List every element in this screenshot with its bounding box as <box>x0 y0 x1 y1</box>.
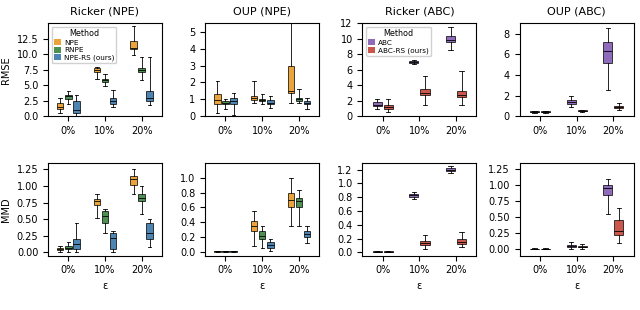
PathPatch shape <box>372 251 381 252</box>
PathPatch shape <box>457 238 467 244</box>
PathPatch shape <box>530 111 539 112</box>
PathPatch shape <box>102 211 108 223</box>
Title: OUP (NPE): OUP (NPE) <box>233 7 291 17</box>
PathPatch shape <box>138 194 145 201</box>
PathPatch shape <box>614 106 623 108</box>
Legend: ABC, ABC-RS (ours): ABC, ABC-RS (ours) <box>366 27 431 56</box>
PathPatch shape <box>287 193 294 207</box>
PathPatch shape <box>420 241 429 246</box>
PathPatch shape <box>57 103 63 109</box>
Legend: NPE, RNPE, NPE-RS (ours): NPE, RNPE, NPE-RS (ours) <box>52 27 116 64</box>
Y-axis label: RMSE: RMSE <box>1 56 11 84</box>
PathPatch shape <box>296 99 302 101</box>
PathPatch shape <box>222 251 228 252</box>
X-axis label: ε: ε <box>102 281 108 291</box>
X-axis label: ε: ε <box>259 281 265 291</box>
PathPatch shape <box>222 101 228 104</box>
X-axis label: ε: ε <box>574 281 579 291</box>
Title: Ricker (NPE): Ricker (NPE) <box>70 7 140 17</box>
PathPatch shape <box>93 68 100 72</box>
PathPatch shape <box>383 251 393 252</box>
PathPatch shape <box>131 176 137 185</box>
PathPatch shape <box>287 65 294 93</box>
PathPatch shape <box>102 79 108 82</box>
PathPatch shape <box>446 168 455 171</box>
PathPatch shape <box>131 41 137 49</box>
X-axis label: ε: ε <box>417 281 422 291</box>
PathPatch shape <box>604 185 612 195</box>
PathPatch shape <box>410 194 419 197</box>
PathPatch shape <box>604 42 612 63</box>
PathPatch shape <box>457 91 467 97</box>
Title: OUP (ABC): OUP (ABC) <box>547 7 606 17</box>
PathPatch shape <box>541 111 550 112</box>
PathPatch shape <box>109 232 116 249</box>
PathPatch shape <box>93 199 100 205</box>
PathPatch shape <box>304 101 310 104</box>
PathPatch shape <box>372 102 381 106</box>
PathPatch shape <box>446 37 455 42</box>
PathPatch shape <box>251 96 257 100</box>
PathPatch shape <box>214 94 221 104</box>
PathPatch shape <box>304 231 310 237</box>
PathPatch shape <box>267 241 273 248</box>
PathPatch shape <box>566 245 576 247</box>
PathPatch shape <box>57 248 63 250</box>
PathPatch shape <box>65 95 72 99</box>
PathPatch shape <box>577 246 587 247</box>
PathPatch shape <box>251 221 257 231</box>
PathPatch shape <box>147 223 153 239</box>
PathPatch shape <box>73 101 79 113</box>
PathPatch shape <box>147 91 153 101</box>
PathPatch shape <box>566 100 576 104</box>
PathPatch shape <box>214 251 221 252</box>
PathPatch shape <box>138 68 145 72</box>
PathPatch shape <box>259 99 266 101</box>
PathPatch shape <box>577 110 587 111</box>
PathPatch shape <box>259 231 266 239</box>
PathPatch shape <box>109 98 116 104</box>
PathPatch shape <box>65 246 72 249</box>
PathPatch shape <box>296 198 302 207</box>
PathPatch shape <box>410 61 419 63</box>
Y-axis label: MMD: MMD <box>1 197 11 222</box>
PathPatch shape <box>230 251 237 252</box>
PathPatch shape <box>383 105 393 108</box>
PathPatch shape <box>73 239 79 249</box>
PathPatch shape <box>230 98 237 104</box>
PathPatch shape <box>614 220 623 235</box>
Title: Ricker (ABC): Ricker (ABC) <box>385 7 454 17</box>
PathPatch shape <box>267 100 273 104</box>
PathPatch shape <box>420 89 429 95</box>
